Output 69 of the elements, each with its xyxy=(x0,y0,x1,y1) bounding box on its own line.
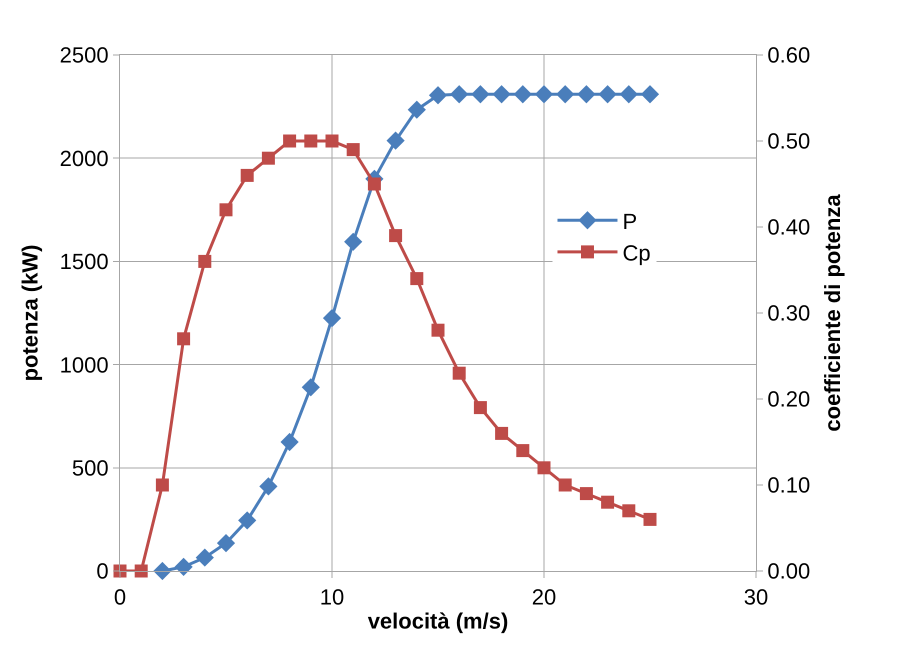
point xyxy=(538,461,550,474)
point xyxy=(368,178,381,190)
point xyxy=(452,366,466,380)
point xyxy=(492,85,511,104)
x-axis-title: velocità (m/s) xyxy=(368,608,508,634)
point xyxy=(198,254,212,268)
point xyxy=(450,85,468,104)
point xyxy=(428,86,448,104)
legend-label: Cp xyxy=(622,240,651,266)
point xyxy=(580,487,593,500)
y2-tick-label: 0.50 xyxy=(767,128,810,154)
y-tick-label: 1500 xyxy=(60,249,109,274)
point xyxy=(622,504,636,518)
point xyxy=(322,309,342,328)
point xyxy=(134,564,148,578)
point xyxy=(644,512,656,526)
point xyxy=(346,143,360,156)
point xyxy=(259,477,278,496)
point xyxy=(558,478,572,492)
point xyxy=(216,534,236,552)
y2-tick-label: 0.10 xyxy=(767,472,810,498)
point xyxy=(238,511,256,530)
point xyxy=(410,272,424,286)
point xyxy=(304,134,318,148)
y2-tick-label: 0.40 xyxy=(767,214,810,240)
y-tick-label: 2500 xyxy=(60,42,109,68)
point xyxy=(156,478,169,492)
point xyxy=(283,134,296,148)
legend-label: P xyxy=(622,208,638,234)
point xyxy=(620,85,638,104)
y-tick-label: 1000 xyxy=(60,352,109,378)
point xyxy=(240,168,254,182)
point xyxy=(280,432,299,452)
y-tick-label: 0 xyxy=(96,558,109,584)
y-axis-title: potenza (kW) xyxy=(17,244,42,382)
point xyxy=(516,444,530,458)
x-tick-label: 30 xyxy=(744,584,768,610)
point xyxy=(534,85,554,104)
point xyxy=(556,85,574,104)
point xyxy=(389,229,402,242)
y2-tick-label: 0.20 xyxy=(767,386,810,412)
point xyxy=(471,85,490,104)
y2-axis-title: coefficiente di potenza xyxy=(820,194,846,432)
point xyxy=(302,378,320,396)
point xyxy=(432,324,444,337)
point xyxy=(601,496,614,509)
point xyxy=(514,85,532,104)
point xyxy=(386,132,405,150)
point xyxy=(174,558,193,576)
point xyxy=(495,426,508,440)
point xyxy=(640,85,660,104)
point xyxy=(474,401,487,414)
y-tick-label: 2000 xyxy=(60,146,109,171)
point xyxy=(220,203,232,216)
y2-tick-label: 0.60 xyxy=(767,42,810,68)
point xyxy=(326,134,338,148)
point xyxy=(177,332,190,346)
x-tick-label: 20 xyxy=(532,584,556,610)
point xyxy=(196,548,214,567)
x-tick-label: 10 xyxy=(320,584,344,610)
y2-tick-label: 0.00 xyxy=(767,558,810,584)
point xyxy=(408,100,426,119)
y-tick-label: 500 xyxy=(72,456,109,480)
point xyxy=(262,152,275,165)
y2-tick-label: 0.30 xyxy=(767,300,810,326)
x-tick-label: 0 xyxy=(114,584,126,610)
point xyxy=(577,85,596,104)
point xyxy=(598,85,617,104)
point xyxy=(344,232,362,251)
